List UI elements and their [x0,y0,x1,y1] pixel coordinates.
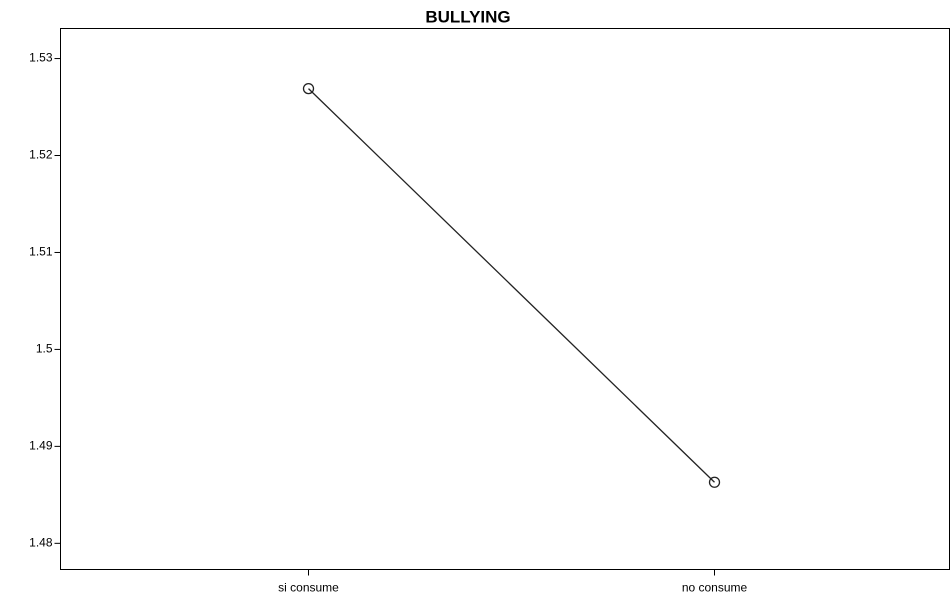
y-tick-label: 1.52 [29,148,53,162]
point-marker [708,476,721,488]
y-tick-label: 1.48 [29,535,53,549]
y-tick-label: 1.49 [29,439,53,453]
point-marker [302,82,315,95]
line [308,88,715,483]
y-tick-label: 1.53 [29,51,53,65]
y-tick-label: 1.51 [29,245,53,259]
x-tick-label: no consume [682,581,748,595]
x-tick-label: si consume [278,581,339,595]
plot-frame [60,28,950,570]
chart-title: BULLYING [425,7,510,26]
y-tick-label: 1.5 [36,342,53,356]
